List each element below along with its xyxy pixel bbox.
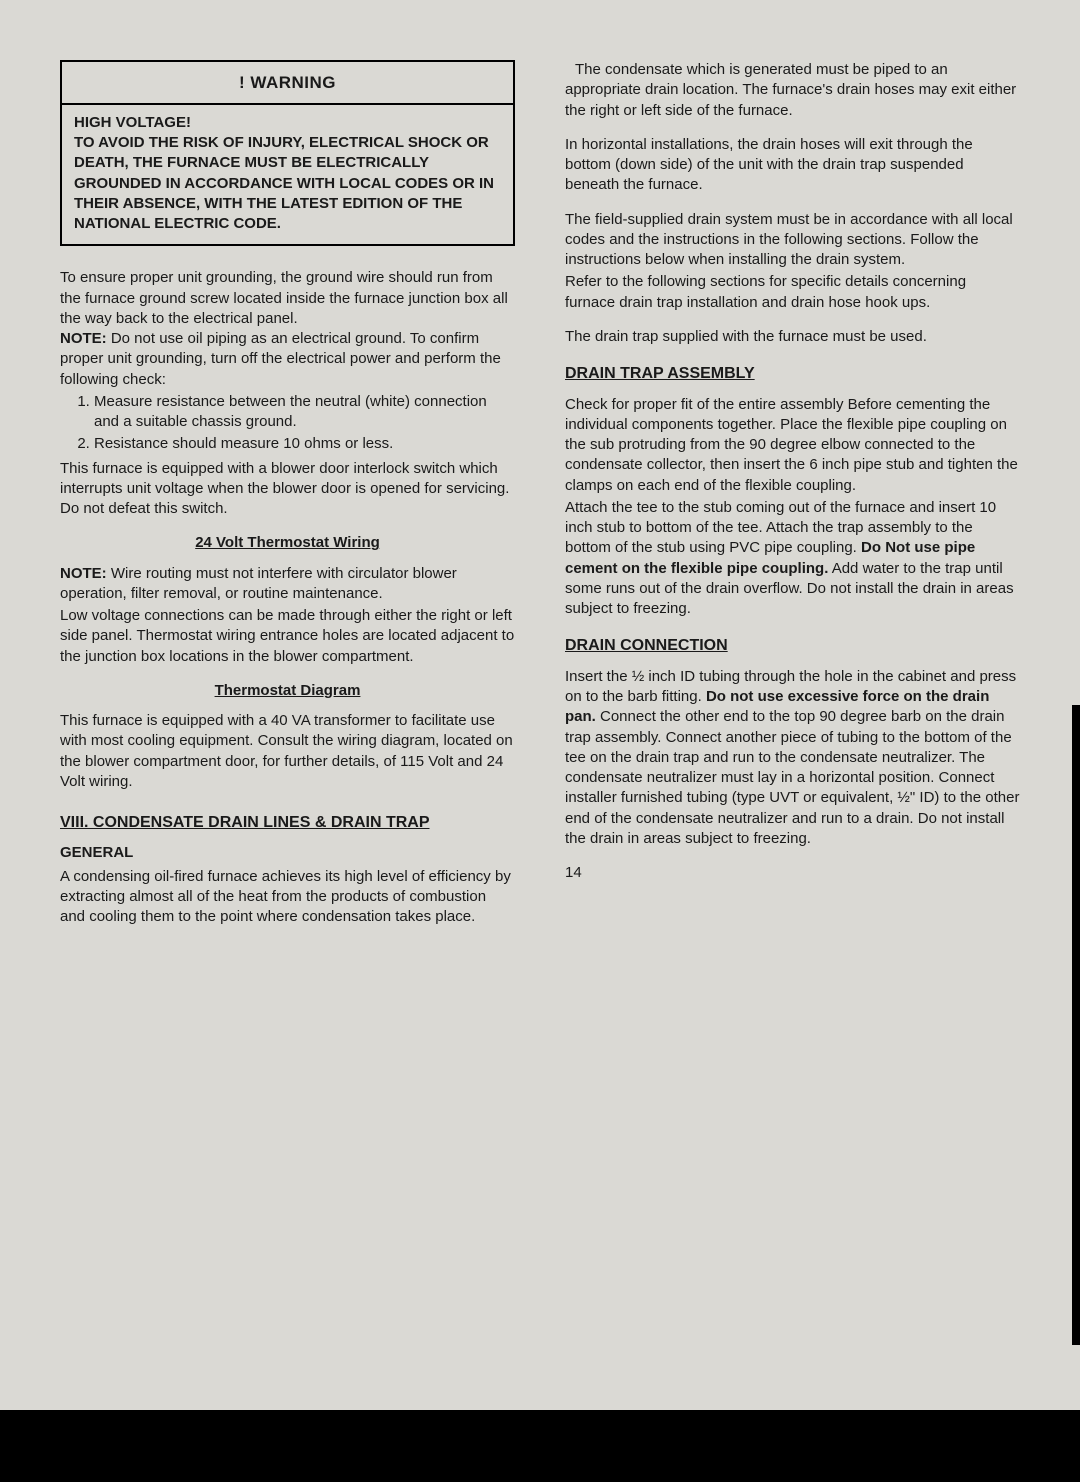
warning-line1: HIGH VOLTAGE! xyxy=(74,114,191,131)
two-column-layout: ! WARNING HIGH VOLTAGE! TO AVOID THE RIS… xyxy=(60,60,1020,928)
drain-trap-assembly-heading: DRAIN TRAP ASSEMBLY xyxy=(565,363,1020,385)
assembly-paragraph-2: Attach the tee to the stub coming out of… xyxy=(565,498,1020,620)
text: Do not use oil piping as an electrical g… xyxy=(60,330,501,388)
thermostat-wiring-heading: 24 Volt Thermostat Wiring xyxy=(60,533,515,553)
page-number: 14 xyxy=(565,863,1020,883)
wire-note-paragraph: NOTE: Wire routing must not interfere wi… xyxy=(60,564,515,605)
thermostat-diagram-heading: Thermostat Diagram xyxy=(60,681,515,701)
general-heading: GENERAL xyxy=(60,843,515,863)
warning-box: ! WARNING HIGH VOLTAGE! TO AVOID THE RIS… xyxy=(60,60,515,246)
general-paragraph: A condensing oil-fired furnace achieves … xyxy=(60,867,515,928)
transformer-paragraph: This furnace is equipped with a 40 VA tr… xyxy=(60,711,515,792)
condensate-paragraph: The condensate which is generated must b… xyxy=(565,60,1020,121)
right-edge-strip xyxy=(1072,705,1080,1345)
section-viii-heading: VIII. CONDENSATE DRAIN LINES & DRAIN TRA… xyxy=(60,812,515,834)
text: Wire routing must not interfere with cir… xyxy=(60,565,457,602)
drain-connection-paragraph: Insert the ½ inch ID tubing through the … xyxy=(565,667,1020,849)
bottom-black-bar xyxy=(0,1410,1080,1482)
refer-paragraph: Refer to the following sections for spec… xyxy=(565,272,1020,313)
right-column: The condensate which is generated must b… xyxy=(565,60,1020,928)
horizontal-paragraph: In horizontal installations, the drain h… xyxy=(565,135,1020,196)
field-drain-paragraph: The field-supplied drain system must be … xyxy=(565,210,1020,271)
blower-paragraph: This furnace is equipped with a blower d… xyxy=(60,459,515,520)
grounding-paragraph: To ensure proper unit grounding, the gro… xyxy=(60,268,515,390)
list-item: Measure resistance between the neutral (… xyxy=(94,392,515,433)
text: Connect the other end to the top 90 degr… xyxy=(565,708,1019,847)
warning-body: HIGH VOLTAGE! TO AVOID THE RISK OF INJUR… xyxy=(62,105,513,245)
check-list: Measure resistance between the neutral (… xyxy=(60,392,515,455)
low-voltage-paragraph: Low voltage connections can be made thro… xyxy=(60,606,515,667)
page: ! WARNING HIGH VOLTAGE! TO AVOID THE RIS… xyxy=(0,0,1080,1482)
warning-title: ! WARNING xyxy=(62,62,513,105)
note-label: NOTE: xyxy=(60,565,107,582)
list-item: Resistance should measure 10 ohms or les… xyxy=(94,434,515,454)
note-label: NOTE: xyxy=(60,330,107,347)
drain-connection-heading: DRAIN CONNECTION xyxy=(565,635,1020,657)
text: To ensure proper unit grounding, the gro… xyxy=(60,269,508,327)
left-column: ! WARNING HIGH VOLTAGE! TO AVOID THE RIS… xyxy=(60,60,515,928)
warning-text: TO AVOID THE RISK OF INJURY, ELECTRICAL … xyxy=(74,134,494,232)
assembly-paragraph-1: Check for proper fit of the entire assem… xyxy=(565,395,1020,496)
trap-supplied-paragraph: The drain trap supplied with the furnace… xyxy=(565,327,1020,347)
